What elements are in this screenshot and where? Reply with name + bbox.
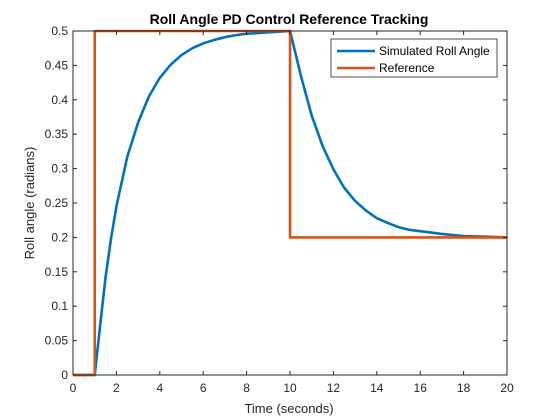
x-tick-label: 8 <box>243 381 250 395</box>
y-tick-label: 0.15 <box>45 265 69 279</box>
x-axis-label: Time (seconds) <box>244 401 333 416</box>
y-tick-label: 0.2 <box>51 230 68 244</box>
x-tick-label: 16 <box>414 381 428 395</box>
y-tick-label: 0.45 <box>45 58 69 72</box>
legend-label-simulated-roll-angle: Simulated Roll Angle <box>379 44 490 58</box>
x-tick-label: 10 <box>283 381 297 395</box>
x-tick-label: 14 <box>370 381 384 395</box>
y-tick-label: 0.25 <box>45 196 69 210</box>
y-tick-label: 0.4 <box>51 93 68 107</box>
x-tick-label: 12 <box>327 381 341 395</box>
x-tick-label: 6 <box>200 381 207 395</box>
x-tick-label: 18 <box>457 381 471 395</box>
y-tick-label: 0.1 <box>51 299 68 313</box>
y-tick-label: 0.5 <box>51 24 68 38</box>
x-tick-label: 20 <box>500 381 514 395</box>
legend: Simulated Roll Angle Reference <box>330 38 498 78</box>
x-tick-label: 0 <box>70 381 77 395</box>
y-tick-label: 0.05 <box>45 334 69 348</box>
chart-title: Roll Angle PD Control Reference Tracking <box>150 11 429 27</box>
legend-label-reference: Reference <box>379 61 435 75</box>
x-tick-label: 4 <box>156 381 163 395</box>
tick-layer: 0 2 4 6 8 10 12 14 16 18 20 0 0.05 0.1 0.15 0.2 0.25 0.3 0… <box>45 24 514 395</box>
y-axis-label: Roll angle (radians) <box>22 147 37 260</box>
series-line-simulated-roll-angle <box>73 29 508 377</box>
y-tick-label: 0 <box>61 368 68 382</box>
legend-box <box>330 38 498 78</box>
y-tick-label: 0.35 <box>45 127 69 141</box>
plot-area: 0 2 4 6 8 10 12 14 16 18 20 0 0.05 0.1 0.15 0.2 0.25 0.3 0… <box>45 24 514 395</box>
x-tick-label: 2 <box>113 381 120 395</box>
y-tick-label: 0.3 <box>51 162 68 176</box>
